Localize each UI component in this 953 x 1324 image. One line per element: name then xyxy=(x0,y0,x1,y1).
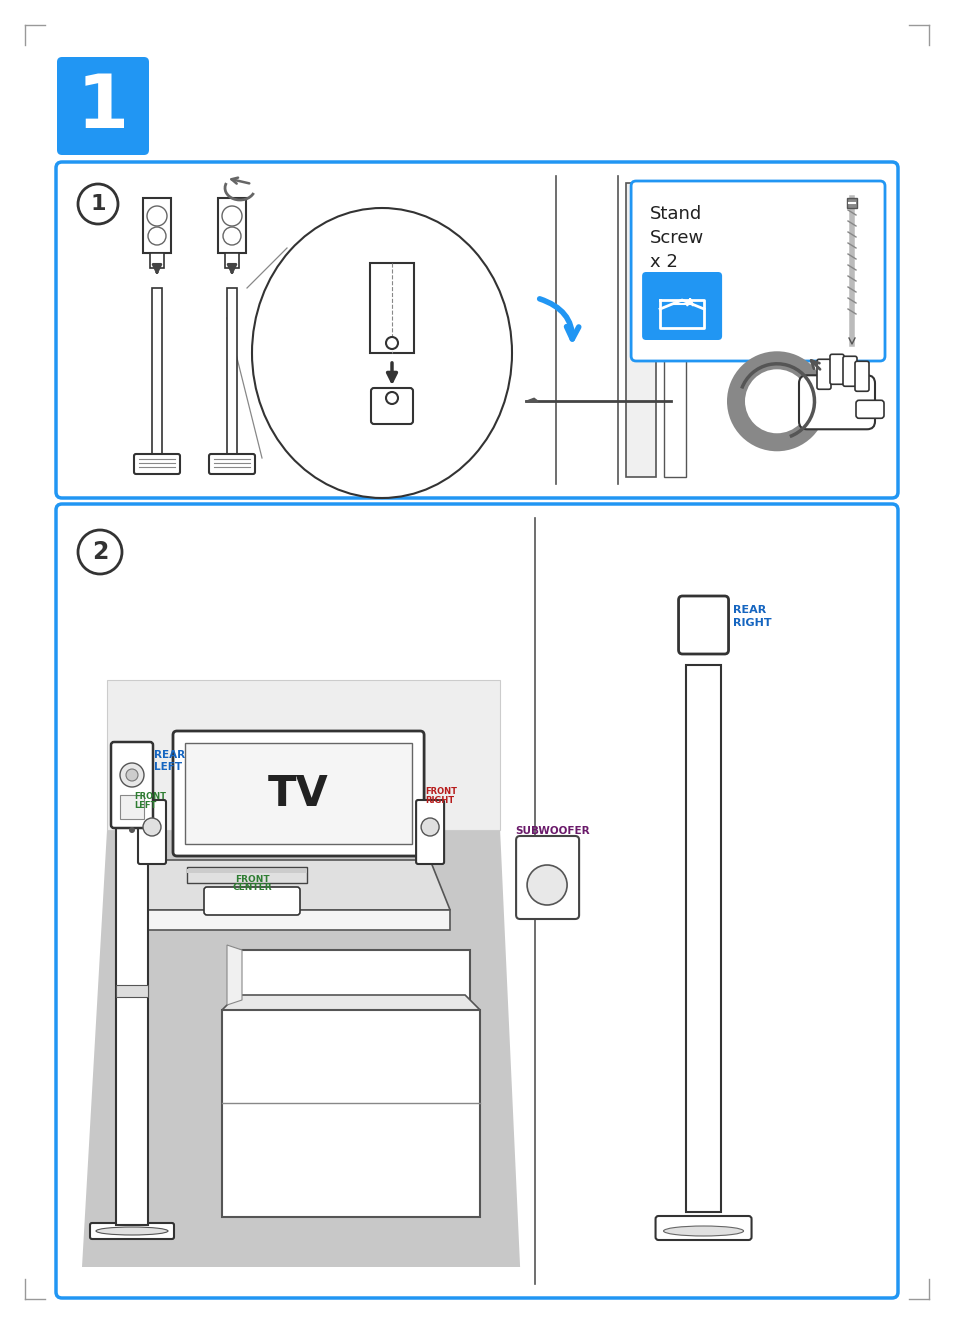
FancyBboxPatch shape xyxy=(641,271,721,340)
FancyBboxPatch shape xyxy=(655,1215,751,1241)
Bar xyxy=(116,985,148,997)
Text: Stand: Stand xyxy=(649,205,701,222)
Text: FRONT: FRONT xyxy=(234,875,269,884)
Bar xyxy=(187,867,307,883)
Polygon shape xyxy=(222,1010,479,1217)
FancyBboxPatch shape xyxy=(90,1223,173,1239)
FancyBboxPatch shape xyxy=(631,181,884,361)
Polygon shape xyxy=(222,996,479,1010)
Polygon shape xyxy=(107,681,499,830)
Polygon shape xyxy=(127,910,450,929)
FancyArrowPatch shape xyxy=(539,299,578,339)
Circle shape xyxy=(527,865,566,906)
Circle shape xyxy=(420,818,438,835)
Bar xyxy=(625,183,656,477)
FancyBboxPatch shape xyxy=(829,355,843,384)
FancyBboxPatch shape xyxy=(516,835,578,919)
FancyBboxPatch shape xyxy=(854,361,868,392)
FancyBboxPatch shape xyxy=(799,375,874,429)
FancyBboxPatch shape xyxy=(842,356,856,387)
FancyBboxPatch shape xyxy=(204,887,299,915)
FancyBboxPatch shape xyxy=(56,162,897,498)
Circle shape xyxy=(143,818,161,835)
Bar xyxy=(225,253,239,267)
Wedge shape xyxy=(726,351,826,451)
Text: RIGHT: RIGHT xyxy=(732,618,770,628)
Polygon shape xyxy=(236,951,470,1000)
Text: FRONT: FRONT xyxy=(133,792,166,801)
Circle shape xyxy=(126,769,138,781)
FancyBboxPatch shape xyxy=(416,800,444,865)
Text: 2: 2 xyxy=(91,540,108,564)
Polygon shape xyxy=(82,830,519,1267)
Bar xyxy=(227,289,236,454)
Ellipse shape xyxy=(252,208,512,498)
Circle shape xyxy=(129,828,135,833)
Bar xyxy=(185,743,412,843)
Text: FRONT: FRONT xyxy=(425,786,456,796)
Text: TV: TV xyxy=(268,772,329,814)
Circle shape xyxy=(744,369,808,433)
Bar xyxy=(150,253,164,267)
Text: LEFT: LEFT xyxy=(133,801,156,810)
Bar xyxy=(370,263,414,354)
Text: 1: 1 xyxy=(77,71,129,144)
FancyBboxPatch shape xyxy=(371,388,413,424)
Bar xyxy=(152,289,162,454)
Bar xyxy=(218,199,246,253)
Text: RIGHT: RIGHT xyxy=(425,796,454,805)
Bar xyxy=(663,183,685,477)
Bar xyxy=(143,199,171,253)
Text: REAR: REAR xyxy=(732,605,765,616)
Text: Screw: Screw xyxy=(649,229,703,248)
FancyBboxPatch shape xyxy=(57,57,149,155)
Circle shape xyxy=(386,392,397,404)
Polygon shape xyxy=(227,945,242,1005)
Text: REAR: REAR xyxy=(153,749,185,760)
Circle shape xyxy=(386,338,397,350)
Text: 1: 1 xyxy=(91,195,106,214)
FancyBboxPatch shape xyxy=(138,800,166,865)
Bar xyxy=(846,199,856,208)
FancyBboxPatch shape xyxy=(56,504,897,1298)
FancyBboxPatch shape xyxy=(172,731,424,857)
Ellipse shape xyxy=(663,1226,742,1237)
Ellipse shape xyxy=(96,1227,168,1235)
Text: CENTER: CENTER xyxy=(232,883,272,892)
FancyBboxPatch shape xyxy=(209,454,254,474)
Bar xyxy=(120,794,144,820)
Text: SUBWOOFER: SUBWOOFER xyxy=(515,826,589,835)
Circle shape xyxy=(120,763,144,786)
Polygon shape xyxy=(525,399,537,401)
Text: LEFT: LEFT xyxy=(153,763,182,772)
Text: x 2: x 2 xyxy=(649,253,678,271)
Polygon shape xyxy=(127,861,450,910)
Bar xyxy=(685,665,720,1211)
Bar xyxy=(187,869,307,873)
FancyBboxPatch shape xyxy=(855,400,883,418)
FancyBboxPatch shape xyxy=(678,596,728,654)
Bar xyxy=(116,825,148,1225)
FancyBboxPatch shape xyxy=(816,359,830,389)
FancyBboxPatch shape xyxy=(111,741,152,828)
FancyBboxPatch shape xyxy=(133,454,180,474)
